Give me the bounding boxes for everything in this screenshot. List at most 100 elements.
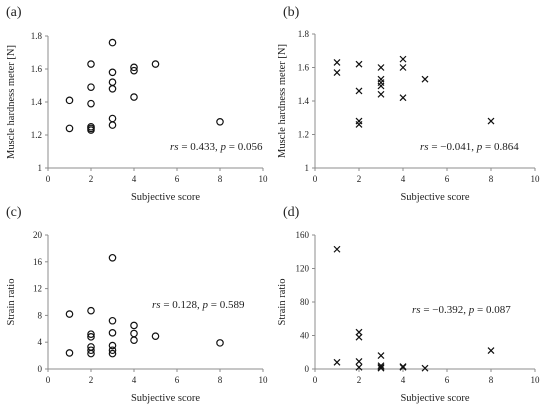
data-point-cross bbox=[399, 55, 407, 63]
data-point-circle bbox=[108, 121, 117, 129]
y-axis-title: Strain ratio bbox=[277, 279, 288, 326]
data-point-circle bbox=[87, 83, 95, 91]
data-point-circle bbox=[87, 346, 95, 355]
x-tick-label: 2 bbox=[89, 375, 94, 385]
data-point-cross bbox=[377, 352, 385, 360]
data-point-cross bbox=[487, 117, 495, 125]
data-point-cross bbox=[355, 363, 363, 371]
y-tick-label: 8 bbox=[38, 310, 43, 320]
data-point-circle bbox=[87, 126, 95, 134]
y-tick-label: 40 bbox=[300, 331, 310, 341]
x-tick-label: 10 bbox=[531, 174, 541, 184]
data-point-circle bbox=[108, 329, 117, 337]
data-point-cross bbox=[421, 75, 429, 83]
y-axis-title: Strain ratio bbox=[6, 279, 17, 326]
chart-panel-1: (a) 0 2 4 6 8 10 1 1.2 1.4 1.6 1.8 Subjective score M… bbox=[6, 5, 268, 203]
x-axis-title: Subjective score bbox=[400, 192, 469, 203]
data-point-circle bbox=[87, 60, 95, 68]
data-point-circle bbox=[151, 60, 160, 68]
data-point-circle bbox=[87, 349, 95, 358]
data-point-circle bbox=[108, 341, 117, 350]
data-point-circle bbox=[216, 118, 224, 126]
x-axis-title: Subjective score bbox=[131, 192, 200, 203]
data-point-circle bbox=[65, 96, 74, 105]
data-point-cross bbox=[399, 94, 407, 102]
data-point-cross bbox=[355, 333, 363, 341]
y-tick-label: 1 bbox=[305, 163, 310, 173]
data-point-circle bbox=[130, 329, 138, 338]
data-point-cross bbox=[377, 75, 385, 83]
x-tick-label: 0 bbox=[46, 174, 51, 184]
data-point-circle bbox=[108, 316, 117, 325]
y-tick-label: 0 bbox=[38, 364, 43, 374]
y-tick-label: 1.6 bbox=[298, 63, 310, 73]
x-tick-label: 0 bbox=[313, 375, 318, 385]
x-tick-label: 4 bbox=[132, 174, 137, 184]
x-tick-label: 10 bbox=[259, 375, 269, 385]
correlation-annotation: rs = 0.433, p = 0.056 bbox=[170, 141, 263, 153]
data-point-circle bbox=[108, 68, 117, 77]
data-point-circle bbox=[130, 66, 138, 75]
y-tick-label: 1.2 bbox=[298, 130, 309, 140]
data-point-cross bbox=[355, 328, 363, 336]
data-point-cross bbox=[333, 69, 341, 76]
x-tick-label: 2 bbox=[357, 174, 362, 184]
data-point-cross bbox=[377, 82, 385, 90]
panel-label: (d) bbox=[283, 205, 300, 220]
data-point-circle bbox=[151, 332, 160, 340]
y-tick-label: 1.6 bbox=[31, 64, 43, 74]
y-tick-label: 1.2 bbox=[31, 130, 42, 140]
data-point-cross bbox=[355, 60, 363, 68]
data-point-cross bbox=[377, 90, 385, 98]
data-point-circle bbox=[87, 330, 95, 338]
x-tick-label: 8 bbox=[489, 174, 494, 184]
data-point-cross bbox=[377, 79, 385, 86]
data-point-circle bbox=[87, 333, 95, 341]
x-tick-label: 8 bbox=[218, 375, 223, 385]
x-tick-label: 4 bbox=[132, 375, 137, 385]
y-tick-label: 120 bbox=[296, 264, 310, 274]
data-point-cross bbox=[333, 245, 341, 253]
correlation-annotation: rs = −0.392, p = 0.087 bbox=[412, 304, 511, 316]
data-point-circle bbox=[65, 310, 74, 318]
x-tick-label: 0 bbox=[46, 375, 51, 385]
data-point-circle bbox=[108, 78, 117, 87]
data-point-circle bbox=[130, 63, 138, 72]
chart-panel-2: (b) 0 2 4 6 8 10 1 1.2 1.4 1.6 1.8 Subjective score M… bbox=[277, 5, 540, 203]
y-tick-label: 1.8 bbox=[298, 29, 310, 39]
y-axis-title: Muscle hardness meter [N] bbox=[277, 44, 288, 158]
data-point-circle bbox=[65, 349, 74, 357]
data-point-circle bbox=[108, 85, 117, 93]
data-point-circle bbox=[65, 124, 74, 133]
x-tick-label: 6 bbox=[175, 174, 180, 184]
data-point-cross bbox=[487, 347, 495, 354]
chart-panel-3: (c) 0 2 4 6 8 10 0 4 8 12 16 20 Subjective score Strai… bbox=[6, 205, 268, 404]
chart-panel-4: (d) 0 2 4 6 8 10 0 40 80 120 160 Subjective score Str… bbox=[277, 205, 540, 404]
correlation-annotation: rs = 0.128, p = 0.589 bbox=[152, 299, 245, 311]
data-point-cross bbox=[355, 117, 363, 125]
y-tick-label: 0 bbox=[305, 364, 310, 374]
correlation-annotation: rs = −0.041, p = 0.864 bbox=[420, 141, 519, 153]
data-point-cross bbox=[333, 59, 341, 66]
x-tick-label: 10 bbox=[531, 375, 541, 385]
data-point-cross bbox=[333, 358, 341, 366]
data-point-cross bbox=[399, 363, 407, 371]
y-tick-label: 1 bbox=[38, 163, 43, 173]
x-axis-title: Subjective score bbox=[131, 393, 200, 404]
y-tick-label: 160 bbox=[296, 230, 310, 240]
y-tick-label: 1.4 bbox=[31, 97, 43, 107]
x-tick-label: 8 bbox=[489, 375, 494, 385]
panel-label: (b) bbox=[283, 5, 300, 20]
x-tick-label: 8 bbox=[218, 174, 223, 184]
data-point-cross bbox=[377, 362, 385, 370]
x-tick-label: 0 bbox=[313, 174, 318, 184]
y-axis-title: Muscle hardness meter [N] bbox=[6, 45, 17, 159]
data-point-cross bbox=[355, 87, 363, 95]
x-tick-label: 10 bbox=[259, 174, 269, 184]
x-tick-label: 4 bbox=[401, 174, 406, 184]
y-tick-label: 4 bbox=[38, 337, 43, 347]
data-point-circle bbox=[87, 306, 95, 315]
x-tick-label: 6 bbox=[445, 174, 450, 184]
x-axis-title: Subjective score bbox=[400, 393, 469, 404]
